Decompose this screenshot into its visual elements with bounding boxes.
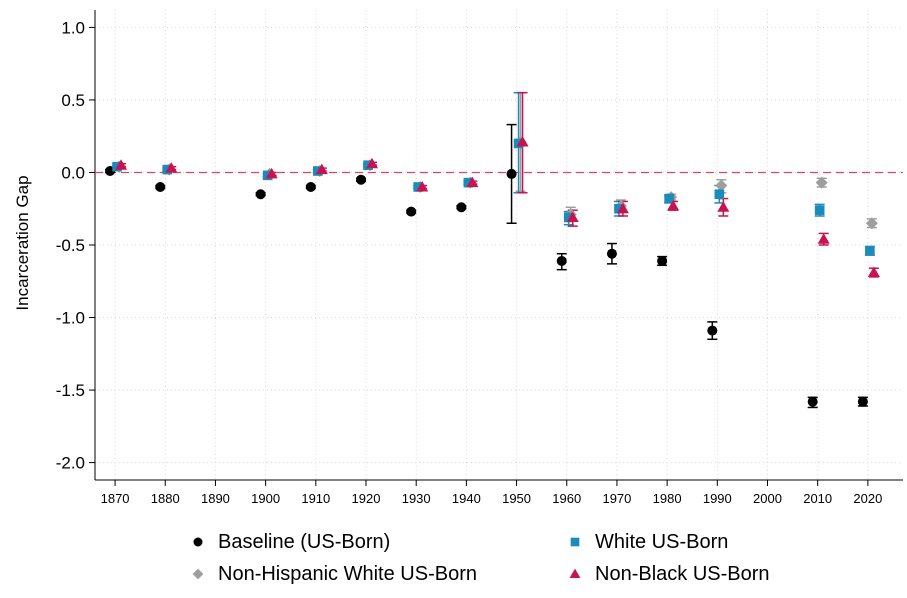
x-tick-label: 1870	[101, 491, 130, 506]
legend-label: White US-Born	[595, 531, 728, 553]
data-point	[416, 180, 429, 192]
data-point	[715, 179, 728, 192]
legend-marker	[569, 568, 581, 579]
x-tick-label: 1940	[452, 491, 481, 506]
data-point	[556, 255, 567, 266]
x-tick-label: 1890	[201, 491, 230, 506]
data-point	[614, 203, 624, 214]
data-point	[265, 167, 278, 179]
legend-marker	[193, 537, 203, 547]
x-tick-label: 2000	[753, 491, 782, 506]
legend-label: Baseline (US-Born)	[218, 531, 390, 553]
data-point	[606, 248, 617, 259]
data-point	[857, 396, 868, 407]
x-tick-label: 1990	[703, 491, 732, 506]
y-tick-label: 1.0	[61, 18, 85, 37]
legend-marker	[192, 568, 204, 580]
data-point	[366, 157, 379, 169]
data-point	[667, 199, 680, 211]
data-point	[115, 159, 128, 170]
y-tick-label: -1.0	[56, 309, 85, 328]
data-point	[807, 396, 818, 407]
data-point	[814, 205, 825, 215]
legend-label: Non-Black US-Born	[595, 563, 770, 585]
data-point	[566, 211, 579, 222]
y-tick-label: 0.0	[61, 163, 85, 182]
y-tick-label: -0.5	[56, 236, 85, 255]
data-point	[817, 233, 830, 244]
data-point	[463, 177, 474, 188]
data-point	[305, 181, 316, 192]
x-tick-label: 1880	[151, 491, 180, 506]
x-tick-label: 1950	[502, 491, 531, 506]
x-tick-label: 1980	[653, 491, 682, 506]
data-point	[255, 189, 266, 200]
x-tick-label: 1920	[352, 491, 381, 506]
data-point	[616, 202, 629, 214]
x-tick-label: 1960	[552, 491, 581, 506]
data-point	[155, 181, 166, 192]
data-point	[714, 189, 725, 200]
data-point	[867, 266, 880, 278]
data-point	[456, 202, 467, 213]
data-point	[815, 176, 828, 189]
data-point	[516, 136, 529, 147]
y-axis-title: Incarceration Gap	[13, 175, 32, 310]
legend-marker	[570, 537, 580, 547]
x-tick-label: 1970	[602, 491, 631, 506]
data-point	[563, 212, 574, 223]
legend: Baseline (US-Born) Non-Hispanic White US-…	[192, 531, 770, 585]
data-point	[356, 174, 367, 185]
y-tick-label: -1.5	[56, 381, 85, 400]
x-tick-label: 1910	[301, 491, 330, 506]
data-point	[165, 162, 178, 173]
data-point	[865, 246, 875, 256]
data-point	[466, 176, 479, 188]
data-point	[707, 325, 718, 336]
data-point	[865, 217, 878, 230]
data-point	[406, 206, 417, 217]
data-points	[105, 136, 880, 407]
data-point	[413, 182, 423, 192]
data-point	[315, 163, 328, 175]
data-point	[506, 168, 517, 179]
data-point	[717, 201, 730, 212]
y-tick-label: 0.5	[61, 91, 85, 110]
x-tick-label: 1900	[251, 491, 280, 506]
data-point	[664, 193, 674, 204]
x-tick-label: 2010	[803, 491, 832, 506]
x-tick-label: 2020	[853, 491, 882, 506]
axes: 1.0 0.5 0.0 -0.5 -1.0 -1.5 -2.0 1870 1880 1890 190…	[56, 10, 903, 506]
y-tick-label: -2.0	[56, 454, 85, 473]
x-tick-label: 1930	[402, 491, 431, 506]
legend-label: Non-Hispanic White US-Born	[218, 563, 477, 585]
data-point	[657, 255, 668, 266]
